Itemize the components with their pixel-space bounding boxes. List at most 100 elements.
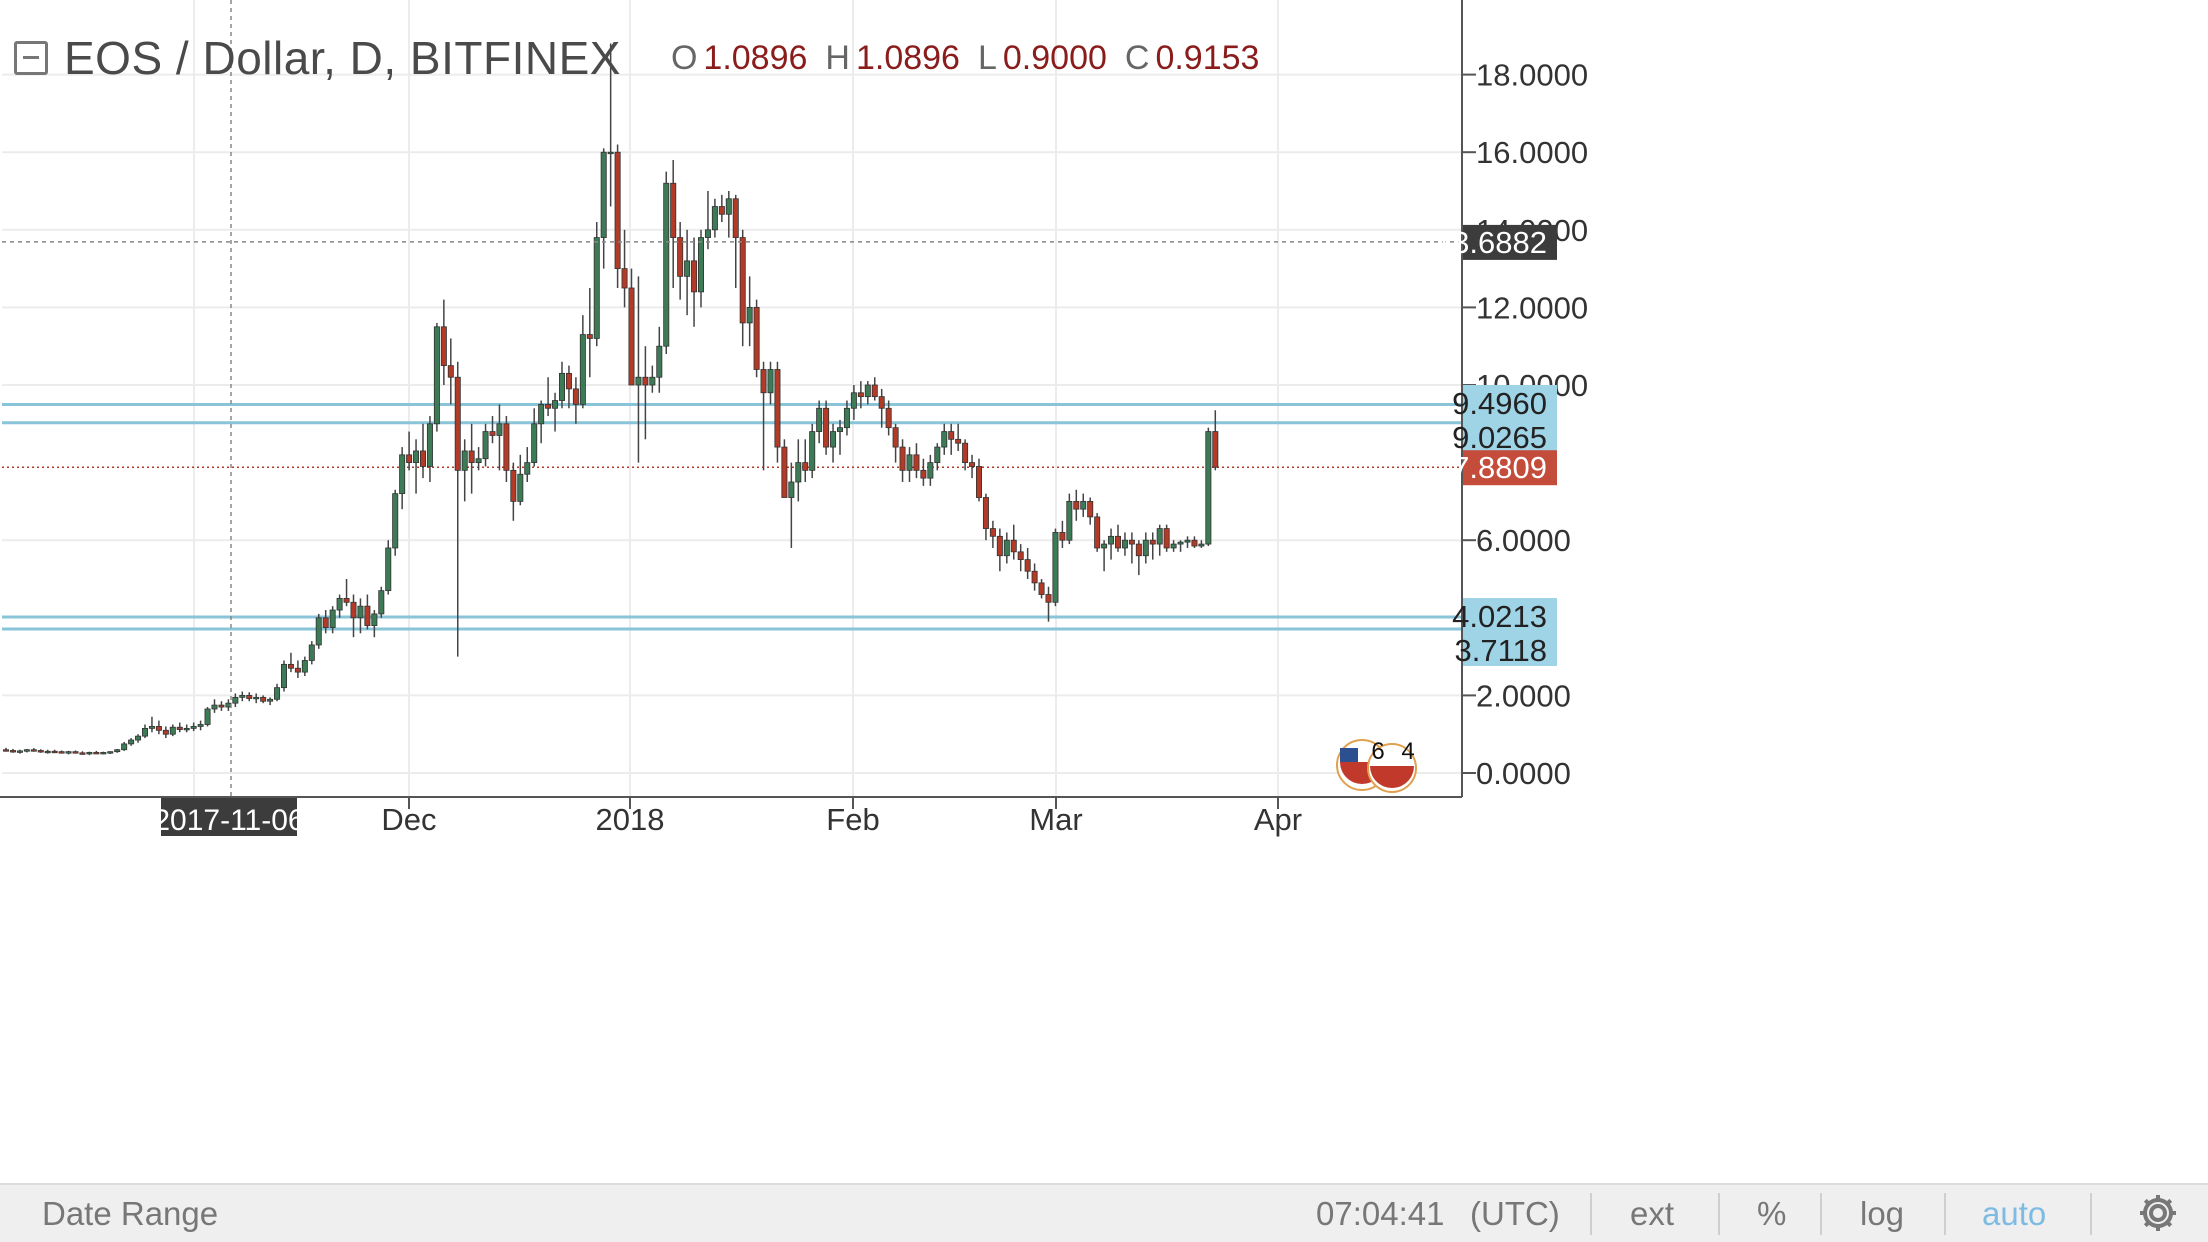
percent-button[interactable]: % (1757, 1195, 1787, 1232)
time-tick-label: Mar (1029, 802, 1082, 837)
candle (1135, 540, 1142, 576)
candle-body (572, 388, 579, 405)
candle (1170, 540, 1177, 552)
chart-canvas[interactable]: 0.00002.00006.000010.000012.000014.00001… (0, 0, 2208, 1183)
candle-body (93, 752, 100, 755)
candle-body (190, 726, 197, 729)
candle-body (962, 442, 969, 464)
candle (211, 699, 218, 713)
us-flag-icon[interactable] (1367, 743, 1417, 793)
candle (357, 598, 364, 634)
candle-body (218, 704, 225, 708)
candle (843, 400, 850, 436)
candle-body (1024, 559, 1031, 572)
candle (267, 697, 274, 706)
candle-body (1191, 539, 1198, 547)
candle-body (30, 749, 37, 752)
date-range-button[interactable]: Date Range (42, 1195, 219, 1232)
candle (1066, 493, 1073, 545)
candle (468, 423, 475, 494)
gear-icon[interactable] (2134, 1189, 2182, 1237)
candle (920, 458, 927, 486)
candle-body (857, 392, 864, 398)
candle (461, 439, 468, 502)
candle (941, 423, 948, 455)
candle (510, 462, 517, 521)
candle-body (183, 727, 190, 731)
candle (315, 613, 322, 649)
flag-canton (1340, 748, 1358, 762)
candle-body (1205, 431, 1212, 545)
candle (385, 540, 392, 595)
level-label-box-lower (1463, 598, 1557, 666)
candle (732, 194, 739, 288)
candle (141, 724, 148, 739)
candle (58, 750, 65, 754)
candle (336, 594, 343, 618)
candle (1059, 520, 1066, 548)
candle-body (315, 617, 322, 646)
last-price-label: 7.8809 (1452, 450, 1557, 486)
candle (37, 749, 44, 753)
candle (711, 198, 718, 238)
candle-body (593, 237, 600, 339)
last-price-label-text: 7.8809 (1452, 450, 1547, 485)
candle-body (892, 427, 899, 448)
candle (454, 361, 461, 657)
candle-body (642, 376, 649, 386)
candle (892, 423, 899, 463)
candle-body (656, 345, 663, 378)
candle-body (148, 726, 155, 729)
candle (878, 388, 885, 428)
candle-body (1115, 535, 1122, 549)
timezone-button[interactable]: (UTC) (1470, 1195, 1560, 1232)
candle (739, 229, 746, 347)
candle-body (948, 431, 955, 440)
candle (635, 276, 642, 463)
candle (746, 276, 753, 347)
ext-button[interactable]: ext (1630, 1195, 1675, 1232)
candle (934, 443, 941, 471)
time-tick-label: Feb (826, 802, 879, 837)
candle-body (788, 481, 795, 498)
candle-body (260, 696, 267, 702)
symbol-title: EOS / Dollar, D, BITFINEX (64, 32, 621, 84)
time-tick-label: Apr (1254, 802, 1302, 837)
candle-body (989, 528, 996, 537)
auto-button[interactable]: auto (1982, 1195, 2047, 1232)
candle-body (461, 450, 468, 471)
candle-body (1094, 516, 1101, 549)
candle-body (426, 423, 433, 467)
candle-body (864, 384, 871, 398)
candle-body (378, 590, 385, 615)
candle-body (1170, 543, 1177, 549)
candle (1177, 540, 1184, 552)
candle (1142, 532, 1149, 564)
candle (684, 229, 691, 316)
candle (1017, 544, 1024, 572)
candle (280, 660, 287, 692)
collapse-icon[interactable] (14, 41, 48, 75)
candle (823, 400, 830, 455)
candle (72, 750, 79, 754)
candle-body (371, 613, 378, 626)
separator (1718, 1193, 1720, 1235)
candle (531, 408, 538, 467)
candle (1191, 536, 1198, 548)
price-tick-label: 0.0000 (1476, 756, 1571, 791)
candle-body (1212, 431, 1219, 468)
open-value: 1.0896 (703, 38, 808, 77)
log-button[interactable]: log (1860, 1195, 1905, 1232)
candle (718, 194, 725, 223)
candle (913, 443, 920, 479)
candle-body (628, 287, 635, 386)
candle (649, 365, 656, 393)
candle-body (1052, 532, 1059, 603)
candlestick-series (3, 43, 1219, 756)
candle (51, 749, 58, 754)
candle-body (982, 497, 989, 529)
candle-body (816, 407, 823, 432)
bottom-toolbar: Date Range 07:04:41 (UTC) ext % log auto (0, 1183, 2208, 1242)
candle-body (1163, 528, 1170, 549)
